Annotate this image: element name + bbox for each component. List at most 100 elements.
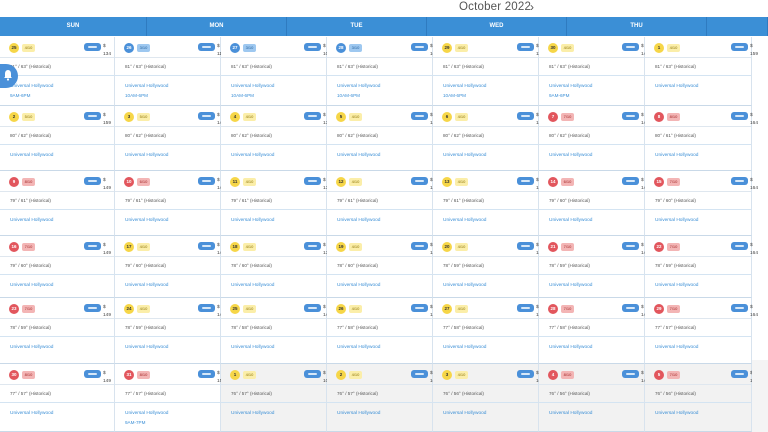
ticket-icon[interactable] xyxy=(411,112,428,120)
park-link[interactable]: Universal Hollywood xyxy=(549,153,593,158)
park-link[interactable]: Universal Hollywood xyxy=(337,153,381,158)
ticket-icon[interactable] xyxy=(304,304,321,312)
ticket-icon[interactable] xyxy=(304,370,321,378)
ticket-icon[interactable] xyxy=(198,370,215,378)
ticket-icon[interactable] xyxy=(731,43,748,51)
park-link[interactable]: Universal Hollywood xyxy=(231,153,275,158)
ticket-icon[interactable] xyxy=(731,370,748,378)
park-link[interactable]: Universal Hollywood xyxy=(655,411,699,416)
ticket-icon[interactable] xyxy=(622,112,639,120)
ticket-icon[interactable] xyxy=(622,370,639,378)
day-cell[interactable]: 34/10$ 104 76° / 56° (Historical) Universa… xyxy=(433,364,544,432)
park-link[interactable]: Universal Hollywood xyxy=(231,411,275,416)
ticket-icon[interactable] xyxy=(84,304,101,312)
park-link[interactable]: Universal Hollywood xyxy=(655,153,699,158)
park-link[interactable]: Universal Hollywood xyxy=(443,84,487,89)
day-cell[interactable]: 304/10$ 149 81° / 63° (Historical) Univers… xyxy=(539,37,649,106)
park-link[interactable]: Universal Hollywood xyxy=(549,283,593,288)
ticket-icon[interactable] xyxy=(517,177,534,185)
ticket-icon[interactable] xyxy=(517,370,534,378)
park-link[interactable]: Universal Hollywood xyxy=(10,218,54,223)
day-cell[interactable]: 23 7/10 $ 149 78° / 59° (Historical) Univers… xyxy=(0,298,115,364)
day-cell[interactable]: 274/10$ 134 77° / 58° (Historical) Univers… xyxy=(433,298,544,364)
day-cell[interactable]: 174/10$ 149 79° / 60° (Historical) Univers… xyxy=(115,236,225,298)
park-link[interactable]: Universal Hollywood xyxy=(337,218,381,223)
day-cell[interactable]: 15 7/10 $ 164 79° / 60° (Historical) Univers… xyxy=(645,171,758,236)
day-cell[interactable]: 106/10$ 149 79° / 61° (Historical) Univers… xyxy=(115,171,225,236)
ticket-icon[interactable] xyxy=(517,112,534,120)
park-link[interactable]: Universal Hollywood xyxy=(125,283,169,288)
park-link[interactable]: Universal Hollywood xyxy=(10,283,54,288)
park-link[interactable]: Universal Hollywood xyxy=(231,283,275,288)
park-link[interactable]: Universal Hollywood xyxy=(125,345,169,350)
ticket-icon[interactable] xyxy=(84,43,101,51)
day-cell[interactable]: 29 7/10 $ 164 77° / 57° (Historical) Univers… xyxy=(645,298,758,364)
day-cell[interactable]: 184/10$ 134 78° / 60° (Historical) Univers… xyxy=(221,236,331,298)
day-cell[interactable]: 217/10$ 149 78° / 59° (Historical) Univers… xyxy=(539,236,649,298)
ticket-icon[interactable] xyxy=(304,177,321,185)
day-cell[interactable]: 54/10$ 134 80° / 62° (Historical) Universa… xyxy=(327,106,438,171)
day-cell[interactable]: 264/10$ 134 77° / 58° (Historical) Univers… xyxy=(327,298,438,364)
day-cell[interactable]: 254/10$ 149 78° / 58° (Historical) Univers… xyxy=(221,298,331,364)
park-link[interactable]: Universal Hollywood xyxy=(231,345,275,350)
day-cell[interactable]: 134/10$ 134 79° / 61° (Historical) Univers… xyxy=(433,171,544,236)
ticket-icon[interactable] xyxy=(411,304,428,312)
park-link[interactable]: Universal Hollywood xyxy=(655,345,699,350)
park-link[interactable]: Universal Hollywood xyxy=(125,411,169,416)
day-cell[interactable]: 57/10$ 164 76° / 56° (Historical) Universa… xyxy=(645,364,758,432)
park-link[interactable]: Universal Hollywood xyxy=(443,153,487,158)
ticket-icon[interactable] xyxy=(731,112,748,120)
park-link[interactable]: Universal Hollywood xyxy=(443,345,487,350)
park-link[interactable]: Universal Hollywood xyxy=(655,84,699,89)
day-cell[interactable]: 24/10$ 104 76° / 57° (Historical) Universa… xyxy=(327,364,438,432)
ticket-icon[interactable] xyxy=(731,242,748,250)
park-link[interactable]: Universal Hollywood xyxy=(443,411,487,416)
ticket-icon[interactable] xyxy=(411,177,428,185)
day-cell[interactable]: 318/10$ 159 77° / 57° (Historical) Univers… xyxy=(115,364,225,432)
park-link[interactable]: Universal Hollywood xyxy=(337,345,381,350)
day-cell[interactable]: 273/10$ 104 81° / 63° (Historical) Univers… xyxy=(221,37,331,106)
ticket-icon[interactable] xyxy=(622,177,639,185)
ticket-icon[interactable] xyxy=(84,370,101,378)
park-link[interactable]: Universal Hollywood xyxy=(337,283,381,288)
park-link[interactable]: Universal Hollywood xyxy=(231,84,275,89)
day-cell[interactable]: 9 8/10 $ 149 79° / 61° (Historical) Universa… xyxy=(0,171,115,236)
day-cell[interactable]: 16 7/10 $ 149 79° / 60° (Historical) Univers… xyxy=(0,236,115,298)
ticket-icon[interactable] xyxy=(517,242,534,250)
day-cell[interactable]: 77/10$ 149 80° / 62° (Historical) Universa… xyxy=(539,106,649,171)
ticket-icon[interactable] xyxy=(84,112,101,120)
day-cell[interactable]: 263/10 $ 119 81° / 63° (Historical) Univers… xyxy=(115,37,225,106)
park-link[interactable]: Universal Hollywood xyxy=(10,411,54,416)
ticket-icon[interactable] xyxy=(517,43,534,51)
day-cell[interactable]: 204/10$ 134 78° / 59° (Historical) Univers… xyxy=(433,236,544,298)
next-month-chevron-icon[interactable]: › xyxy=(530,0,534,14)
ticket-icon[interactable] xyxy=(198,242,215,250)
day-cell[interactable]: 14/10$ 104 76° / 57° (Historical) Universa… xyxy=(221,364,331,432)
park-link[interactable]: Universal Hollywood xyxy=(443,218,487,223)
ticket-icon[interactable] xyxy=(622,304,639,312)
day-cell[interactable]: 35/10$ 149 80° / 62° (Historical) Universa… xyxy=(115,106,225,171)
day-cell[interactable]: 22 7/10 $ 164 78° / 59° (Historical) Univers… xyxy=(645,236,758,298)
day-cell[interactable]: 124/10$ 134 79° / 61° (Historical) Univers… xyxy=(327,171,438,236)
park-link[interactable]: Universal Hollywood xyxy=(337,411,381,416)
day-cell[interactable]: 114/10$ 134 79° / 61° (Historical) Univers… xyxy=(221,171,331,236)
day-cell[interactable]: 1 4/10 $ 159 81° / 63° (Historical) Universa… xyxy=(645,37,758,106)
day-cell[interactable]: 2 5/10 $ 159 80° / 62° (Historical) Universa… xyxy=(0,106,115,171)
park-link[interactable]: Universal Hollywood xyxy=(549,345,593,350)
notification-bell-button[interactable] xyxy=(0,64,18,88)
day-cell[interactable]: 48/10$ 149 76° / 56° (Historical) Universa… xyxy=(539,364,649,432)
day-cell[interactable]: 44/10$ 134 80° / 62° (Historical) Universa… xyxy=(221,106,331,171)
ticket-icon[interactable] xyxy=(622,43,639,51)
ticket-icon[interactable] xyxy=(198,112,215,120)
park-link[interactable]: Universal Hollywood xyxy=(549,84,593,89)
day-cell[interactable]: 25 4/10 $ 134 81° / 63° (Historical) Univers… xyxy=(0,37,115,106)
ticket-icon[interactable] xyxy=(411,242,428,250)
park-link[interactable]: Universal Hollywood xyxy=(549,411,593,416)
day-cell[interactable]: 244/10$ 149 78° / 59° (Historical) Univers… xyxy=(115,298,225,364)
park-link[interactable]: Universal Hollywood xyxy=(337,84,381,89)
ticket-icon[interactable] xyxy=(517,304,534,312)
scrollbar[interactable] xyxy=(752,360,768,432)
park-link[interactable]: Universal Hollywood xyxy=(655,283,699,288)
park-link[interactable]: Universal Hollywood xyxy=(125,218,169,223)
ticket-icon[interactable] xyxy=(411,370,428,378)
